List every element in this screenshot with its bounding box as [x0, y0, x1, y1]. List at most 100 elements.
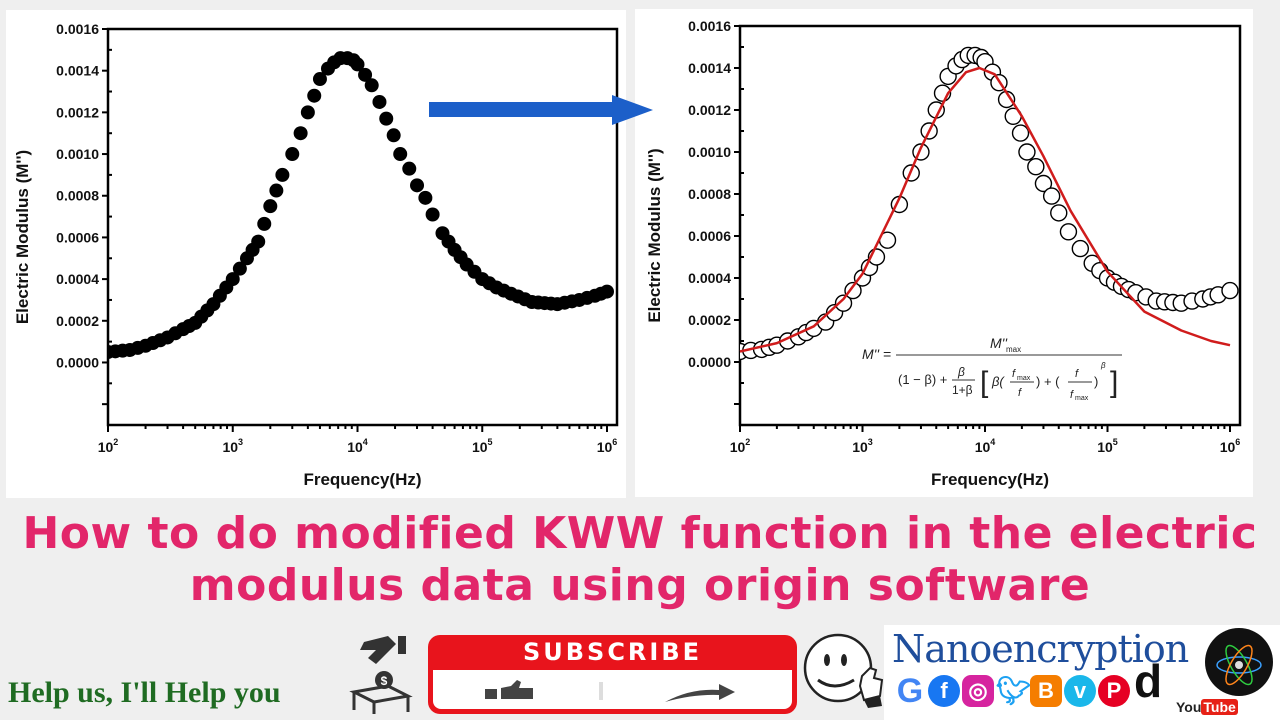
svg-text:β: β: [1100, 361, 1106, 370]
data-point: [1011, 124, 1030, 142]
channel-logo-icon: [1205, 628, 1273, 696]
svg-text:]: ]: [1110, 366, 1118, 399]
data-point: [1221, 281, 1239, 300]
data-point: [379, 111, 394, 126]
y-tick-label: 0.0000: [56, 354, 99, 370]
data-point: [364, 78, 379, 93]
data-point: [307, 88, 322, 103]
plot-frame: [738, 24, 1242, 427]
data-point: [834, 294, 853, 312]
y-tick-label: 0.0010: [688, 144, 731, 160]
x-tick-label: 106: [1220, 437, 1241, 455]
svg-text:max: max: [1075, 395, 1089, 402]
y-tick-label: 0.0006: [688, 228, 731, 244]
right-chart: 0.0000 0.0002 0.0004 0.0006 0.0008 0.0010 0.00…: [645, 18, 1242, 489]
video-title: How to do modified KWW function in the e…: [0, 508, 1280, 612]
data-point: [1059, 223, 1078, 241]
youtube-tube: Tube: [1201, 699, 1238, 715]
dailymotion-icon[interactable]: d: [1133, 655, 1163, 707]
data-point: [225, 272, 240, 287]
x-axis-title: Frequency(Hz): [303, 470, 421, 489]
x-tick-label: 104: [975, 437, 996, 455]
svg-text:max: max: [1017, 375, 1031, 382]
data-point: [358, 67, 373, 82]
data-point: [425, 207, 440, 222]
google-icon[interactable]: G: [894, 674, 926, 708]
svg-text:[: [: [980, 366, 989, 399]
share-arrow-icon: [665, 684, 735, 702]
x-tick-label: 106: [597, 437, 618, 455]
data-point: [293, 126, 308, 141]
vimeo-icon[interactable]: v: [1064, 675, 1096, 707]
x-tick-label: 104: [347, 437, 368, 455]
data-point: [285, 147, 300, 162]
data-point: [312, 72, 327, 87]
left-chart-panel: 0.0000 0.0002 0.0004 0.0006 0.0008 0.0010 0.00…: [6, 10, 626, 498]
x-tick-label: 102: [730, 437, 751, 455]
svg-text:): ): [1094, 374, 1098, 389]
y-tick-label: 0.0004: [688, 270, 731, 286]
svg-text:M'' =: M'' =: [862, 346, 891, 362]
youtube-logo[interactable]: You Tube: [1176, 699, 1238, 715]
y-tick-label: 0.0012: [56, 104, 99, 120]
data-point: [418, 190, 433, 205]
y-tick-label: 0.0012: [688, 102, 731, 118]
y-axis-title: Electric Modulus (M''): [645, 148, 664, 322]
data-point: [1042, 187, 1061, 205]
data-point: [275, 167, 290, 182]
blogger-icon[interactable]: B: [1030, 675, 1062, 707]
subscribe-label: SUBSCRIBE: [522, 638, 703, 666]
data-point: [393, 147, 408, 162]
plot-frame: [106, 27, 619, 427]
data-point: [1018, 143, 1036, 161]
x-tick-label: 103: [852, 437, 873, 455]
data-point: [300, 105, 315, 120]
subscribe-inner: [433, 670, 792, 709]
x-tick-label: 105: [472, 437, 493, 455]
y-tick-label: 0.0014: [688, 60, 731, 76]
data-point: [844, 281, 862, 300]
svg-text:f: f: [1070, 389, 1074, 401]
data-point: [257, 216, 272, 231]
left-chart: 0.0000 0.0002 0.0004 0.0006 0.0008 0.0010 0.00…: [13, 21, 619, 489]
y-tick-label: 0.0016: [56, 21, 99, 37]
data-point: [600, 284, 614, 299]
data-point: [232, 261, 247, 276]
svg-text:1+β: 1+β: [952, 383, 973, 397]
fit-curve: [739, 66, 1231, 353]
instagram-icon[interactable]: ◎: [962, 675, 994, 707]
svg-text:f: f: [1018, 387, 1022, 399]
divider: [599, 682, 603, 700]
data-point: [1034, 174, 1053, 193]
facebook-icon[interactable]: f: [928, 675, 960, 707]
data-point: [350, 57, 365, 72]
smiley-thumbs-up-icon: [803, 633, 884, 708]
y-tick-label: 0.0008: [56, 188, 99, 204]
twitter-icon[interactable]: 🐦︎: [996, 675, 1032, 707]
data-point: [269, 183, 284, 198]
y-tick-label: 0.0010: [56, 146, 99, 162]
data-point: [372, 94, 387, 109]
subscribe-button[interactable]: SUBSCRIBE: [428, 635, 797, 714]
data-point: [1050, 204, 1068, 222]
svg-text:) + (: ) + (: [1036, 374, 1060, 389]
svg-text:$: $: [381, 674, 388, 688]
y-tick-label: 0.0006: [56, 229, 99, 245]
data-point: [402, 161, 417, 176]
brand-name: Nanoencryption: [892, 627, 1189, 671]
svg-text:β(: β(: [991, 374, 1005, 389]
title-line-1: How to do modified KWW function in the e…: [22, 508, 1258, 559]
pinterest-icon[interactable]: P: [1098, 675, 1130, 707]
thumbs-up-icon: [485, 680, 533, 699]
y-tick-label: 0.0014: [56, 63, 99, 79]
svg-text:f: f: [1012, 368, 1016, 380]
data-point: [263, 199, 278, 214]
help-text: Help us, I'll Help you: [8, 676, 281, 709]
x-axis-title: Frequency(Hz): [931, 470, 1049, 489]
data-point: [1071, 239, 1090, 258]
y-axis-title: Electric Modulus (M''): [13, 150, 32, 324]
x-tick-label: 105: [1097, 437, 1118, 455]
svg-text:max: max: [1006, 345, 1021, 354]
svg-text:f: f: [1075, 368, 1079, 380]
